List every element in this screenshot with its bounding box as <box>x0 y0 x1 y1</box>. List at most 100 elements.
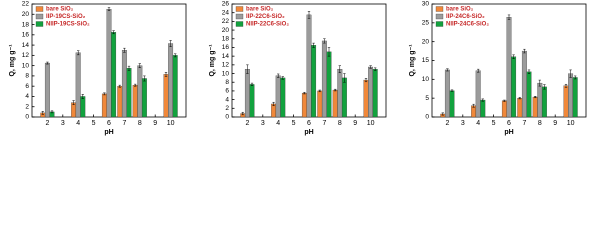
y-tick-label: 24 <box>222 9 230 16</box>
x-tick-label: 10 <box>567 120 575 127</box>
x-tick-label: 9 <box>353 120 357 127</box>
x-tick-label: 4 <box>76 120 80 127</box>
y-tick-label: 4 <box>225 96 229 103</box>
y-tick-label: 0 <box>425 114 429 121</box>
bar <box>280 77 286 118</box>
error-bar <box>303 91 306 95</box>
error-bar <box>164 72 168 77</box>
error-bar <box>534 96 537 99</box>
legend-swatch <box>35 21 44 27</box>
x-tick-label: 6 <box>507 120 511 127</box>
legend-swatch <box>235 13 244 20</box>
bar <box>249 84 255 118</box>
error-bar <box>527 69 531 74</box>
bar <box>317 90 323 118</box>
y-axis-label: Q, mg g⁻¹ <box>209 44 216 77</box>
legend-label: bare SiO₂ <box>46 7 74 13</box>
y-tick-label: 16 <box>22 32 30 39</box>
y-tick-label: 6 <box>25 83 29 90</box>
error-bar <box>138 63 141 68</box>
bar <box>511 56 517 118</box>
bar <box>368 66 374 118</box>
x-tick-label: 2 <box>445 120 449 127</box>
y-tick-label: 0 <box>225 114 229 121</box>
error-bar <box>481 98 484 102</box>
x-tick-label: 8 <box>538 120 542 127</box>
bar <box>80 96 86 118</box>
error-bar <box>374 67 377 71</box>
bar <box>172 55 178 118</box>
error-bar <box>77 50 80 56</box>
bar <box>311 45 317 118</box>
legend-label: bare SiO₂ <box>246 7 274 13</box>
bar <box>275 75 281 118</box>
legend-label: NIIP-19CS-SiO₂ <box>46 22 90 28</box>
x-axis-label: pH <box>104 129 113 136</box>
x-tick-label: 6 <box>107 120 111 127</box>
y-tick-label: 8 <box>25 73 29 80</box>
y-tick-label: 6 <box>225 88 229 95</box>
error-bar <box>507 14 511 20</box>
bar <box>568 73 574 118</box>
error-bar <box>441 112 444 116</box>
bar <box>132 85 138 118</box>
legend-swatch <box>435 6 444 12</box>
bar <box>117 86 123 118</box>
y-axis-label: Q, mg g⁻¹ <box>409 44 416 77</box>
y-tick-label: 22 <box>222 18 230 25</box>
legend-swatch <box>35 13 44 20</box>
error-bar <box>169 40 172 47</box>
x-tick-label: 10 <box>167 120 175 127</box>
error-bar <box>174 53 177 58</box>
bar <box>141 78 147 118</box>
error-bar <box>503 99 506 102</box>
x-tick-label: 4 <box>276 120 280 127</box>
error-bar <box>334 88 337 92</box>
x-tick-label: 3 <box>461 120 465 127</box>
error-bar <box>512 54 515 59</box>
legend-swatch <box>235 21 244 27</box>
y-tick-label: 10 <box>422 76 430 83</box>
error-bar <box>72 100 75 105</box>
error-bar <box>312 42 315 48</box>
error-bar <box>307 11 311 19</box>
error-bar <box>118 84 121 88</box>
y-tick-label: 20 <box>422 38 430 45</box>
error-bar <box>103 92 106 96</box>
error-bar <box>364 78 368 83</box>
y-tick-label: 16 <box>222 44 230 51</box>
bar <box>475 70 481 118</box>
y-tick-label: 8 <box>225 79 229 86</box>
y-tick-label: 20 <box>222 27 230 34</box>
legend-swatch <box>235 6 244 12</box>
x-tick-label: 2 <box>245 120 249 127</box>
y-tick-label: 22 <box>22 1 30 8</box>
x-tick-label: 7 <box>522 120 526 127</box>
y-tick-label: 12 <box>222 62 230 69</box>
bar <box>537 82 543 118</box>
error-bar <box>338 65 341 73</box>
bar <box>541 86 547 118</box>
legend-label: IIP-24C6-SiO₂ <box>446 14 485 20</box>
error-bar <box>123 47 126 53</box>
error-bar <box>518 97 521 100</box>
legend-label: bare SiO₂ <box>446 7 474 13</box>
bar <box>301 92 307 118</box>
error-bar <box>472 103 475 108</box>
legend-label: NIIP-24C6-SiO₂ <box>446 22 489 28</box>
y-tick-label: 15 <box>422 57 430 64</box>
legend-label: IIP-19CS-SiO₂ <box>46 14 86 20</box>
bar <box>526 71 532 118</box>
x-tick-label: 8 <box>338 120 342 127</box>
error-bar <box>272 101 275 106</box>
bar <box>121 50 127 118</box>
y-tick-label: 4 <box>25 93 29 100</box>
bar <box>563 85 569 118</box>
error-bar <box>569 69 572 78</box>
y-tick-label: 14 <box>22 42 30 49</box>
x-tick-label: 3 <box>61 120 65 127</box>
y-tick-label: 5 <box>425 95 429 102</box>
bar <box>126 68 132 118</box>
x-tick-label: 4 <box>476 120 480 127</box>
